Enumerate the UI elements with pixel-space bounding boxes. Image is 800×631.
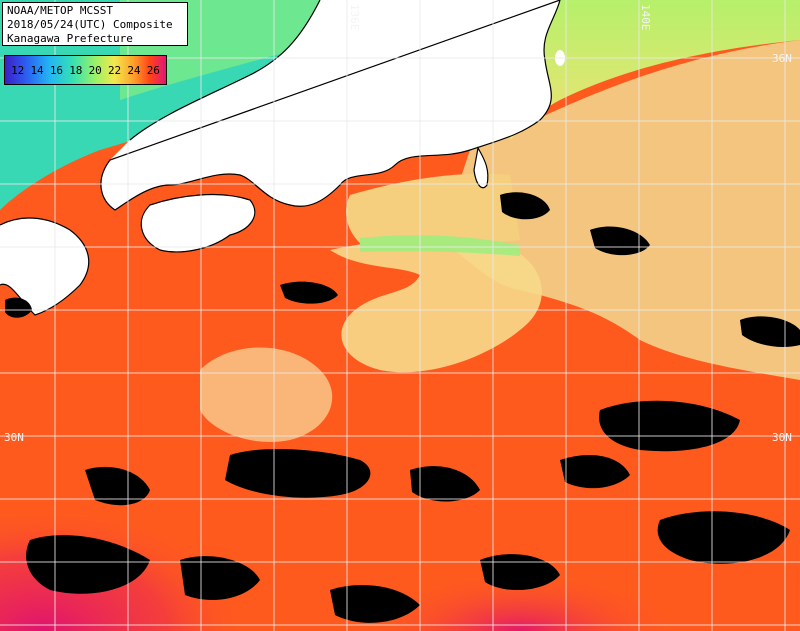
cloud-patch — [590, 226, 650, 256]
izu-coast — [473, 146, 489, 189]
lon-label-140e: 140E — [639, 4, 652, 31]
lat-label-36n: 36N — [772, 52, 792, 65]
cloud-patch — [500, 192, 550, 220]
legend-value: 14 — [30, 63, 44, 77]
legend-value: 12 — [11, 63, 25, 77]
title-line-sensor: NOAA/METOP MCSST — [7, 4, 113, 17]
cloud-patch — [480, 554, 560, 591]
cloud-patch — [560, 455, 630, 489]
cloud-patch — [180, 556, 260, 600]
cloud-patch — [26, 535, 151, 594]
cloud-patch — [410, 466, 480, 502]
title-box: NOAA/METOP MCSST 2018/05/24(UTC) Composi… — [2, 2, 188, 46]
honshu-coast — [100, 0, 561, 211]
legend-values: 12 14 16 18 20 22 24 26 — [5, 64, 166, 77]
cloud-patch — [5, 297, 32, 318]
pale-band-north — [346, 173, 520, 250]
lon-label-136e: 136E — [348, 4, 361, 31]
current-meander — [330, 237, 542, 373]
honshu-land — [100, 0, 561, 210]
lat-label-30n: 30N — [4, 431, 24, 444]
title-line-date: 2018/05/24(UTC) Composite — [7, 18, 173, 31]
legend-value: 22 — [107, 63, 122, 77]
shikoku-land — [141, 194, 255, 252]
cloud-patch — [599, 400, 740, 452]
temperature-legend: 12 14 16 18 20 22 24 26 — [4, 55, 167, 85]
title-line-region: Kanagawa Prefecture — [7, 32, 133, 45]
cool-water-northeast — [510, 0, 800, 140]
legend-value: 26 — [146, 63, 160, 77]
cloud-mask — [5, 192, 800, 623]
legend-value: 24 — [127, 63, 141, 77]
cloud-patch — [657, 511, 790, 564]
legend-value: 18 — [69, 63, 83, 77]
cloud-patch — [280, 281, 338, 304]
izu-peninsula — [474, 148, 488, 188]
cool-band-coast — [360, 235, 520, 256]
kyushu-land — [0, 218, 89, 315]
current-eddy — [200, 347, 333, 442]
legend-value: 20 — [88, 63, 102, 77]
cloud-patch — [85, 466, 150, 506]
legend-value: 16 — [49, 63, 64, 77]
cloud-patch — [225, 448, 371, 498]
lat-label-30n-right: 30N — [772, 431, 792, 444]
shikoku-coast — [140, 193, 256, 253]
cloud-patch — [330, 585, 420, 623]
